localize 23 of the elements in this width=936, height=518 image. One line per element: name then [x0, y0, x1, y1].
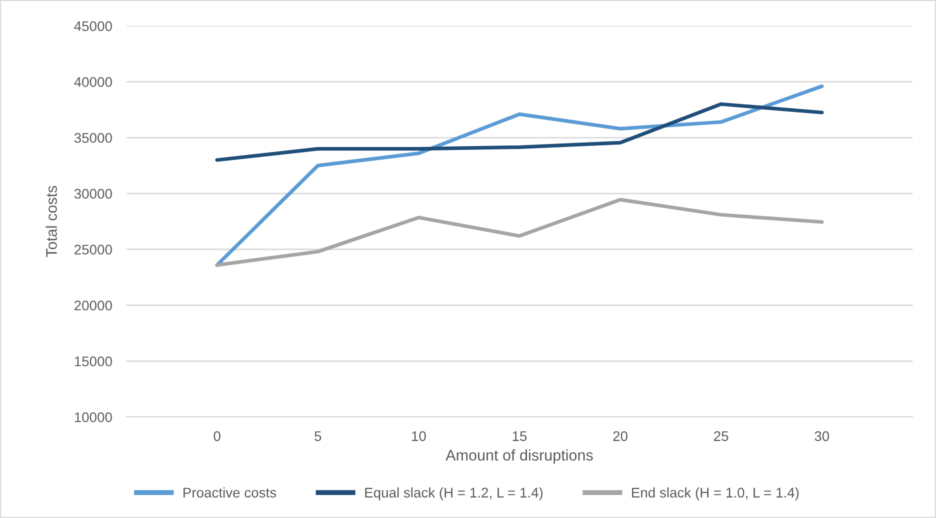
legend-label: Equal slack (H = 1.2, L = 1.4) [365, 487, 543, 500]
line-series [215, 102, 824, 162]
x-tick-label: 30 [814, 431, 830, 442]
x-tick-label: 20 [613, 431, 628, 442]
y-tick-label: 20000 [74, 300, 112, 310]
y-tick-label: 35000 [74, 132, 112, 143]
y-tick-label: 45000 [74, 21, 112, 32]
line-series [215, 84, 824, 267]
x-tick-label: 10 [412, 431, 426, 442]
y-tick-label: 10000 [74, 412, 112, 422]
legend-label: Proactive costs [184, 487, 276, 498]
y-tick-label: 15000 [74, 356, 112, 366]
x-tick-label: 15 [512, 431, 527, 442]
x-tick-label: 5 [314, 431, 322, 442]
y-tick-label: 30000 [74, 188, 112, 199]
line-series [215, 198, 824, 267]
legend-label: End slack (H = 1.0, L = 1.4) [632, 487, 799, 500]
x-axis-title: Amount of disruptions [446, 449, 593, 464]
y-tick-label: 25000 [74, 244, 112, 255]
y-tick-label: 40000 [74, 77, 112, 87]
x-tick-label: 0 [214, 431, 220, 442]
y-axis-title: Total costs [46, 186, 57, 258]
x-tick-label: 25 [714, 431, 728, 442]
